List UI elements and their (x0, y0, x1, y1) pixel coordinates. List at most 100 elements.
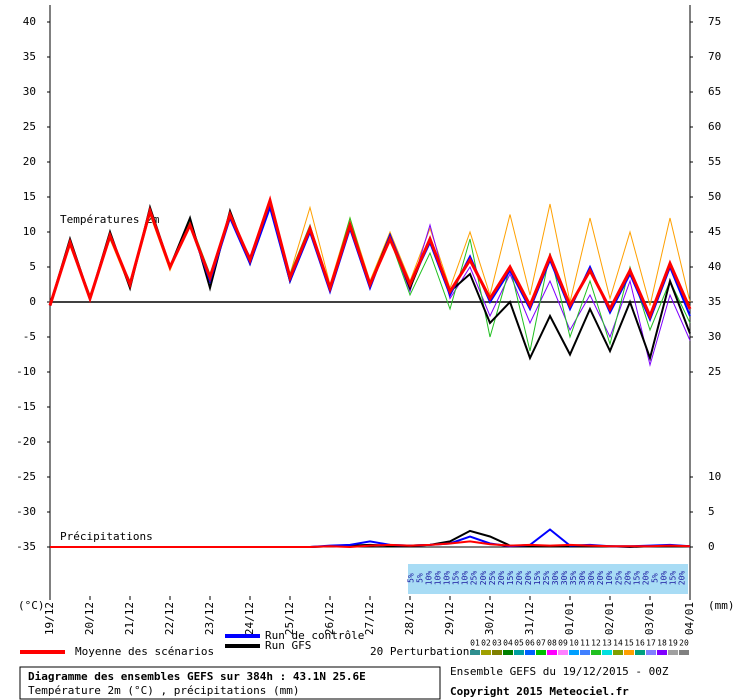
y-tick-label: -30 (16, 505, 36, 518)
perturbation-swatch (668, 650, 678, 655)
precip-probability: 15% (632, 571, 641, 586)
y2-tick-label: 45 (708, 225, 721, 238)
perturbation-swatch (492, 650, 502, 655)
perturbation-id: 01 (470, 639, 480, 648)
precip-probability: 10% (461, 571, 470, 586)
perturbation-id: 15 (624, 639, 634, 648)
precip-probability: 20% (641, 571, 650, 586)
y-tick-label: 25 (23, 120, 36, 133)
x-tick-label: 19/12 (43, 602, 56, 635)
temperature-line (48, 195, 692, 320)
perturbation-id: 11 (580, 639, 590, 648)
x-tick-label: 28/12 (403, 602, 416, 635)
y-tick-label: 10 (23, 225, 36, 238)
perturbation-id: 16 (635, 639, 645, 648)
perturbation-id: 19 (668, 639, 678, 648)
precip-probability: 25% (488, 571, 497, 586)
precip-probability: 5% (650, 573, 659, 583)
y-tick-label: 20 (23, 155, 36, 168)
legend-label: Moyenne des scénarios (75, 645, 214, 658)
perturbation-swatch (624, 650, 634, 655)
perturbation-swatch (525, 650, 535, 655)
x-tick-label: 01/01 (563, 602, 576, 635)
perturbation-swatch (470, 650, 480, 655)
precip-probability: 5% (416, 573, 425, 583)
y2-tick-label: 35 (708, 295, 721, 308)
y-tick-label: 5 (29, 260, 36, 273)
annotation: Précipitations (60, 530, 153, 543)
perturbation-id: 13 (602, 639, 612, 648)
precip-probability: 25% (470, 571, 479, 586)
x-tick-label: 02/01 (603, 602, 616, 635)
perturbation-id: 20 (679, 639, 689, 648)
precip-probability: 25% (542, 571, 551, 586)
perturbation-id: 10 (569, 639, 579, 648)
y2-tick-label: 70 (708, 50, 721, 63)
x-tick-label: 22/12 (163, 602, 176, 635)
y2-tick-label: 25 (708, 365, 721, 378)
perturbation-swatch (613, 650, 623, 655)
y-tick-label: -20 (16, 435, 36, 448)
perturbation-id: 07 (536, 639, 546, 648)
precip-line (50, 540, 691, 549)
y2-tick-label: 55 (708, 155, 721, 168)
perturbation-id: 06 (525, 639, 535, 648)
precip-band (408, 564, 688, 594)
y2-tick-label: 0 (708, 540, 715, 553)
y-tick-label: 30 (23, 85, 36, 98)
precip-probability: 20% (524, 571, 533, 586)
y2-tick-label: 60 (708, 120, 721, 133)
legend-label: Run de contrôle (265, 629, 364, 642)
y-unit: (°C) (18, 599, 45, 612)
perturbation-id: 09 (558, 639, 568, 648)
run-info: Ensemble GEFS du 19/12/2015 - 00Z (450, 665, 669, 678)
x-tick-label: 30/12 (483, 602, 496, 635)
precip-probability: 35% (569, 571, 578, 586)
y2-tick-label: 30 (708, 330, 721, 343)
perturbation-id: 14 (613, 639, 623, 648)
precip-probability: 30% (551, 571, 560, 586)
title-box (19, 666, 441, 700)
x-tick-label: 27/12 (363, 602, 376, 635)
precip-probability: 20% (497, 571, 506, 586)
y-tick-label: 40 (23, 15, 36, 28)
perturbation-swatch (657, 650, 667, 655)
precip-probability: 20% (623, 571, 632, 586)
x-tick-label: 20/12 (83, 602, 96, 635)
chart-subtitle: Température 2m (°C) , précipitations (mm… (28, 684, 300, 697)
perturbation-swatch (569, 650, 579, 655)
x-tick-label: 24/12 (243, 602, 256, 635)
chart-title: Diagramme des ensembles GEFS sur 384h : … (28, 670, 366, 683)
perturbation-swatch (558, 650, 568, 655)
x-tick-label: 29/12 (443, 602, 456, 635)
perturbation-swatch (591, 650, 601, 655)
perturbation-swatch (635, 650, 645, 655)
perturbation-id: 18 (657, 639, 667, 648)
precip-probability: 20% (678, 571, 687, 586)
perturbation-swatch (514, 650, 524, 655)
perturbation-id: 02 (481, 639, 491, 648)
precip-probability: 20% (479, 571, 488, 586)
x-tick-label: 03/01 (643, 602, 656, 635)
y2-tick-label: 65 (708, 85, 721, 98)
perturbation-swatch (503, 650, 513, 655)
y-tick-label: -5 (23, 330, 36, 343)
precip-probability: 10% (425, 571, 434, 586)
y2-tick-label: 50 (708, 190, 721, 203)
y-tick-label: -15 (16, 400, 36, 413)
legend-label: Run GFS (265, 639, 311, 652)
precip-probability: 20% (596, 571, 605, 586)
copyright: Copyright 2015 Meteociel.fr (450, 685, 629, 698)
x-tick-label: 21/12 (123, 602, 136, 635)
perturbation-swatch (602, 650, 612, 655)
precip-probability: 30% (587, 571, 596, 586)
precip-probability: 15% (668, 571, 677, 586)
y2-tick-label: 75 (708, 15, 721, 28)
y2-tick-label: 10 (708, 470, 721, 483)
y-tick-label: 0 (29, 295, 36, 308)
x-tick-label: 04/01 (683, 602, 696, 635)
precip-probability: 15% (452, 571, 461, 586)
precip-probability: 10% (659, 571, 668, 586)
